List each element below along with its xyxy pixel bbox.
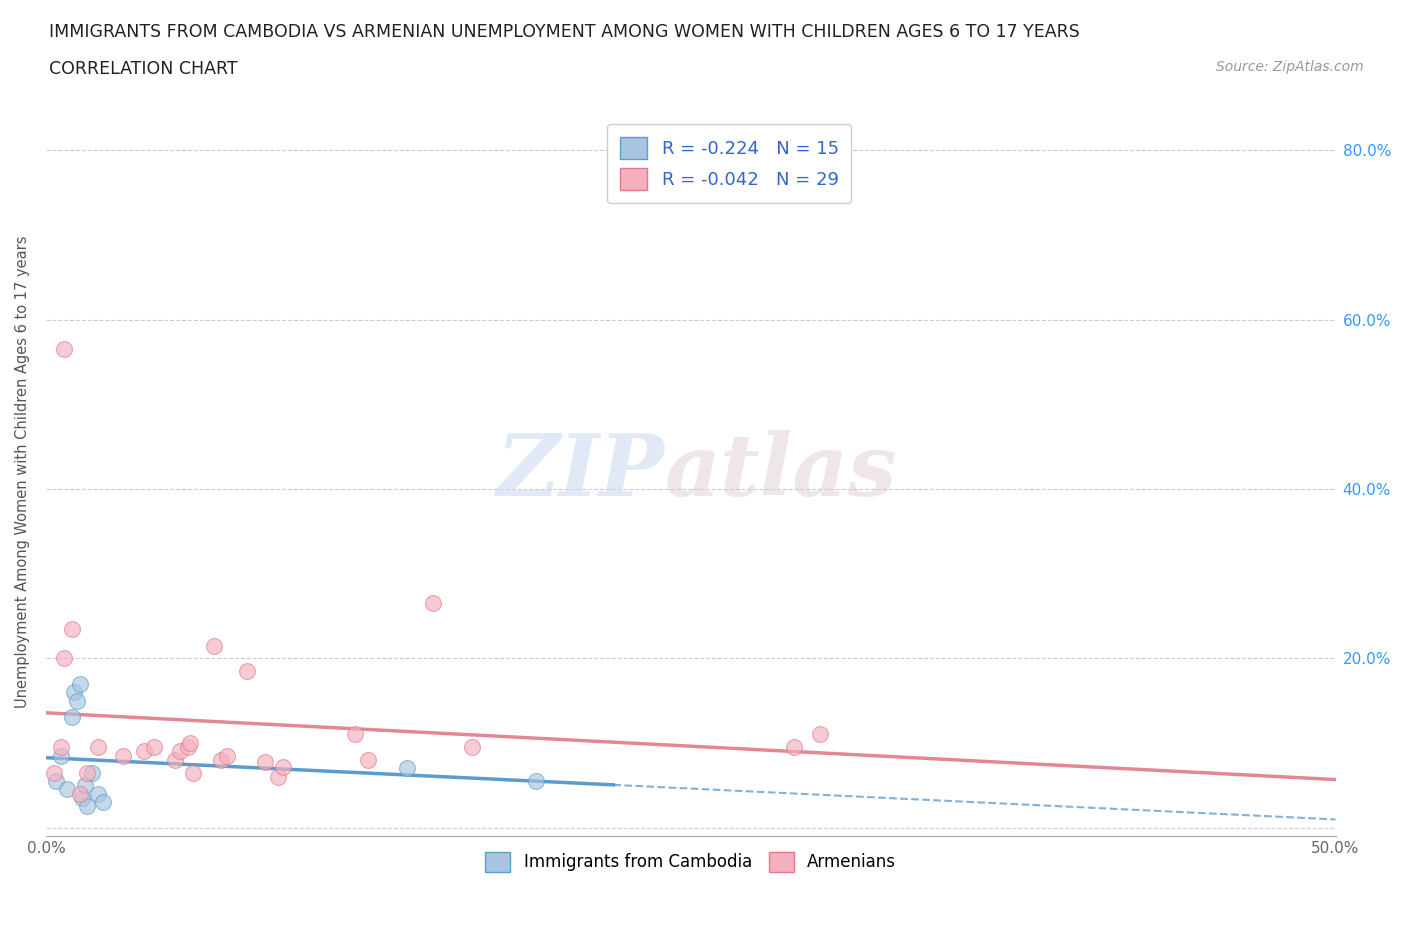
Point [344,727,367,742]
Point [215,748,238,763]
Y-axis label: Unemployment Among Women with Children Ages 6 to 17 years: Unemployment Among Women with Children A… [15,235,30,709]
Point [63,684,86,699]
Point [422,596,444,611]
Point [53,651,76,666]
Point [177,739,200,754]
Point [254,754,277,769]
Point [82,765,104,780]
Point [209,752,232,767]
Point [42,765,65,780]
Point [181,765,204,780]
Point [132,744,155,759]
Point [202,638,225,653]
Legend: Immigrants from Cambodia, Armenians: Immigrants from Cambodia, Armenians [479,845,903,879]
Point [808,727,831,742]
Point [69,676,91,691]
Text: Source: ZipAtlas.com: Source: ZipAtlas.com [1216,60,1364,74]
Point [66,693,89,708]
Point [60,710,83,724]
Point [460,739,482,754]
Point [51,739,73,754]
Point [69,786,91,801]
Point [76,799,98,814]
Point [236,663,259,678]
Point [76,765,98,780]
Point [51,748,73,763]
Point [179,736,201,751]
Point [524,774,547,789]
Point [86,739,108,754]
Point [53,342,76,357]
Text: IMMIGRANTS FROM CAMBODIA VS ARMENIAN UNEMPLOYMENT AMONG WOMEN WITH CHILDREN AGES: IMMIGRANTS FROM CAMBODIA VS ARMENIAN UNE… [49,23,1080,41]
Text: ZIP: ZIP [498,431,665,513]
Point [45,774,67,789]
Point [783,739,806,754]
Point [396,761,419,776]
Point [267,769,290,784]
Point [143,739,166,754]
Point [91,795,114,810]
Point [112,748,135,763]
Point [60,621,83,636]
Point [271,759,294,774]
Point [357,752,380,767]
Point [169,744,191,759]
Point [70,790,93,805]
Point [55,782,77,797]
Text: atlas: atlas [665,431,897,513]
Text: CORRELATION CHART: CORRELATION CHART [49,60,238,78]
Point [73,777,96,792]
Point [86,786,108,801]
Point [163,752,186,767]
